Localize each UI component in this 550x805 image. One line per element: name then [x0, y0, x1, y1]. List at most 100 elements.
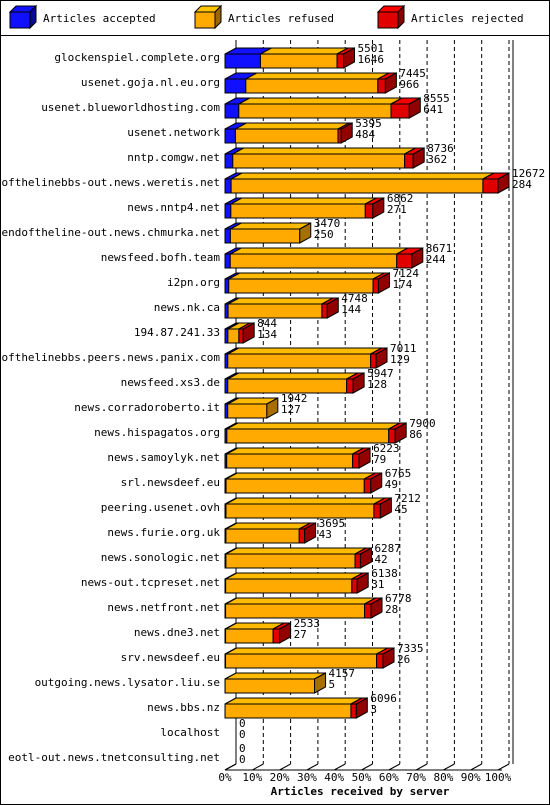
total-label: 6287 [374, 542, 401, 555]
legend-label: Articles accepted [43, 12, 156, 25]
x-tick-label: 10% [242, 771, 262, 784]
bar-side [384, 72, 397, 94]
bar-side [358, 447, 371, 469]
bar-segment [225, 503, 375, 519]
total-label: 6138 [371, 567, 398, 580]
y-tick-label: news.dne3.net [134, 626, 220, 639]
bar-segment [245, 78, 379, 94]
accepted-label: 484 [355, 128, 375, 141]
accepted-label: 3 [370, 703, 377, 716]
bar-side [497, 172, 510, 194]
legend-label: Articles rejected [411, 12, 524, 25]
bar-segment [230, 203, 366, 219]
y-tick-label: eotl-out.news.tnetconsulting.net [8, 751, 220, 764]
bar-top [227, 297, 334, 305]
bar-side [408, 97, 421, 119]
x-tick-label: 90% [461, 771, 481, 784]
bar-top [235, 122, 350, 130]
bar-segment [376, 653, 384, 669]
total-label: 6223 [373, 442, 400, 455]
bar-segment [377, 78, 386, 94]
accepted-label: 0 [239, 728, 246, 741]
accepted-label: 134 [257, 328, 277, 341]
bar-side [242, 322, 255, 344]
bar-top [228, 272, 385, 280]
grid-line [443, 763, 455, 771]
total-label: 3470 [314, 217, 341, 230]
grid-line [470, 763, 482, 771]
y-tick-label: news.bbs.nz [147, 701, 220, 714]
bar-segment [238, 328, 244, 344]
bar-top [245, 72, 390, 80]
bar-segment [227, 378, 348, 394]
total-label: 5395 [355, 117, 382, 130]
bar-segment [229, 253, 398, 269]
bar-segment [404, 153, 414, 169]
accepted-label: 966 [399, 78, 419, 91]
total-label: 1942 [281, 392, 308, 405]
x-tick-label: 70% [406, 771, 426, 784]
bar-side [412, 147, 425, 169]
y-tick-label: news.netfront.net [107, 601, 220, 614]
bar-segment [388, 428, 396, 444]
y-tick-label: news.nntp4.net [127, 201, 220, 214]
bar-top [225, 472, 376, 480]
bar-segment [224, 78, 247, 94]
accepted-label: 1646 [358, 53, 385, 66]
legend-swatch [194, 11, 216, 29]
bar-top [238, 97, 403, 105]
bar-segment [354, 553, 361, 569]
y-tick-label: nntp.comgw.net [127, 151, 220, 164]
total-label: 6778 [385, 592, 412, 605]
total-label: 2533 [294, 617, 321, 630]
bar-segment [224, 103, 240, 119]
total-label: 7212 [394, 492, 421, 505]
y-tick-label: news.furie.org.uk [107, 526, 220, 539]
bar-side [370, 472, 383, 494]
accepted-label: 49 [385, 478, 398, 491]
bar-segment [351, 578, 358, 594]
x-tick-label: 50% [352, 771, 372, 784]
grid-line [306, 763, 319, 771]
bar-side [352, 372, 365, 394]
accepted-label: 5 [329, 678, 336, 691]
legend-label: Articles refused [228, 12, 334, 25]
bar-segment [234, 128, 339, 144]
grid-line [415, 763, 428, 771]
y-tick-label: newsfeed.xs3.de [121, 376, 220, 389]
bar-segment [224, 203, 232, 219]
bar-segment [363, 478, 372, 494]
bar-segment [230, 178, 484, 194]
bar-top [226, 422, 400, 430]
accepted-label: 79 [373, 453, 386, 466]
bar-segment [373, 503, 381, 519]
bar-segment [390, 103, 410, 119]
bar-top [224, 672, 326, 680]
total-label: 7011 [390, 342, 417, 355]
accepted-label: 144 [341, 303, 361, 316]
accepted-label: 45 [394, 503, 407, 516]
total-label: 5947 [367, 367, 394, 380]
bar-segment [482, 178, 499, 194]
accepted-label: 31 [371, 578, 384, 591]
bar-segment [226, 428, 390, 444]
bar-segment [225, 553, 356, 569]
bar-side [326, 297, 339, 319]
bar-top [226, 447, 364, 455]
bar-side [356, 572, 369, 594]
bar-top [225, 497, 386, 505]
x-tick-label: 60% [379, 771, 399, 784]
grid-line [497, 763, 510, 771]
bar-side [411, 247, 424, 269]
bar-segment [227, 328, 240, 344]
y-tick-label: news.nk.ca [154, 301, 220, 314]
y-tick-label: usenet.goja.nl.eu.org [81, 76, 220, 89]
x-axis-title: Articles received by server [271, 785, 450, 798]
accepted-label: 129 [390, 353, 410, 366]
bar-segment [225, 578, 353, 594]
bar-segment [352, 453, 360, 469]
bar-top [232, 147, 416, 155]
bar-top [230, 172, 495, 180]
accepted-label: 42 [374, 553, 387, 566]
